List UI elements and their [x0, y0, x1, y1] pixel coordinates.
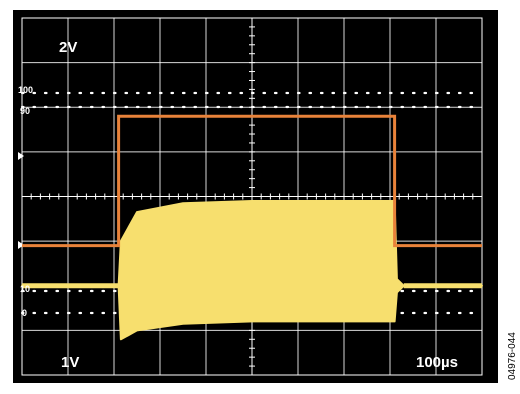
ch2-ground-marker [18, 241, 24, 249]
ref-100-label: 100 [18, 85, 33, 95]
ref-10-label: 10 [20, 284, 30, 294]
ref-90-label: 90 [20, 106, 30, 116]
ref-0-label: 0 [22, 308, 27, 318]
ch1-trace [22, 114, 482, 248]
ch2-trace [21, 200, 483, 341]
figure-id-label: 04976-044 [507, 332, 518, 380]
ch1-ground-marker [18, 152, 24, 160]
timebase-label: 100µs [416, 354, 458, 371]
ch1-scale-label: 2V [59, 39, 77, 56]
ch1-pulse-line [22, 114, 482, 248]
ch2-scale-label: 1V [61, 354, 79, 371]
